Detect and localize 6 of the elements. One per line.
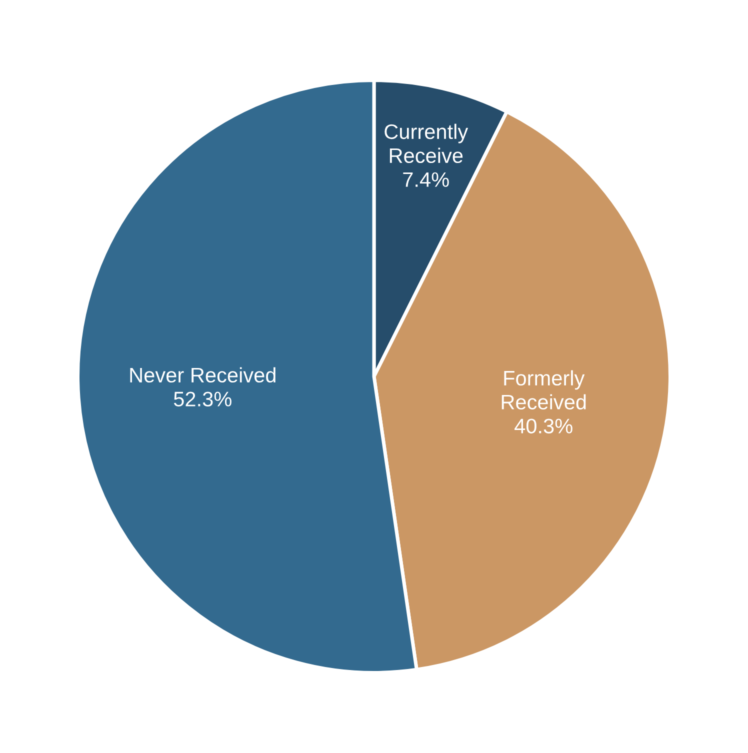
data-label: 7.4% (403, 172, 449, 187)
data-label: 40.3% (514, 418, 572, 434)
slice-label: Currently Receive (384, 124, 468, 164)
slice-label: Formerly Received (502, 370, 586, 410)
slice-label: Never Received (130, 367, 276, 383)
data-label: 52.3% (174, 392, 232, 406)
